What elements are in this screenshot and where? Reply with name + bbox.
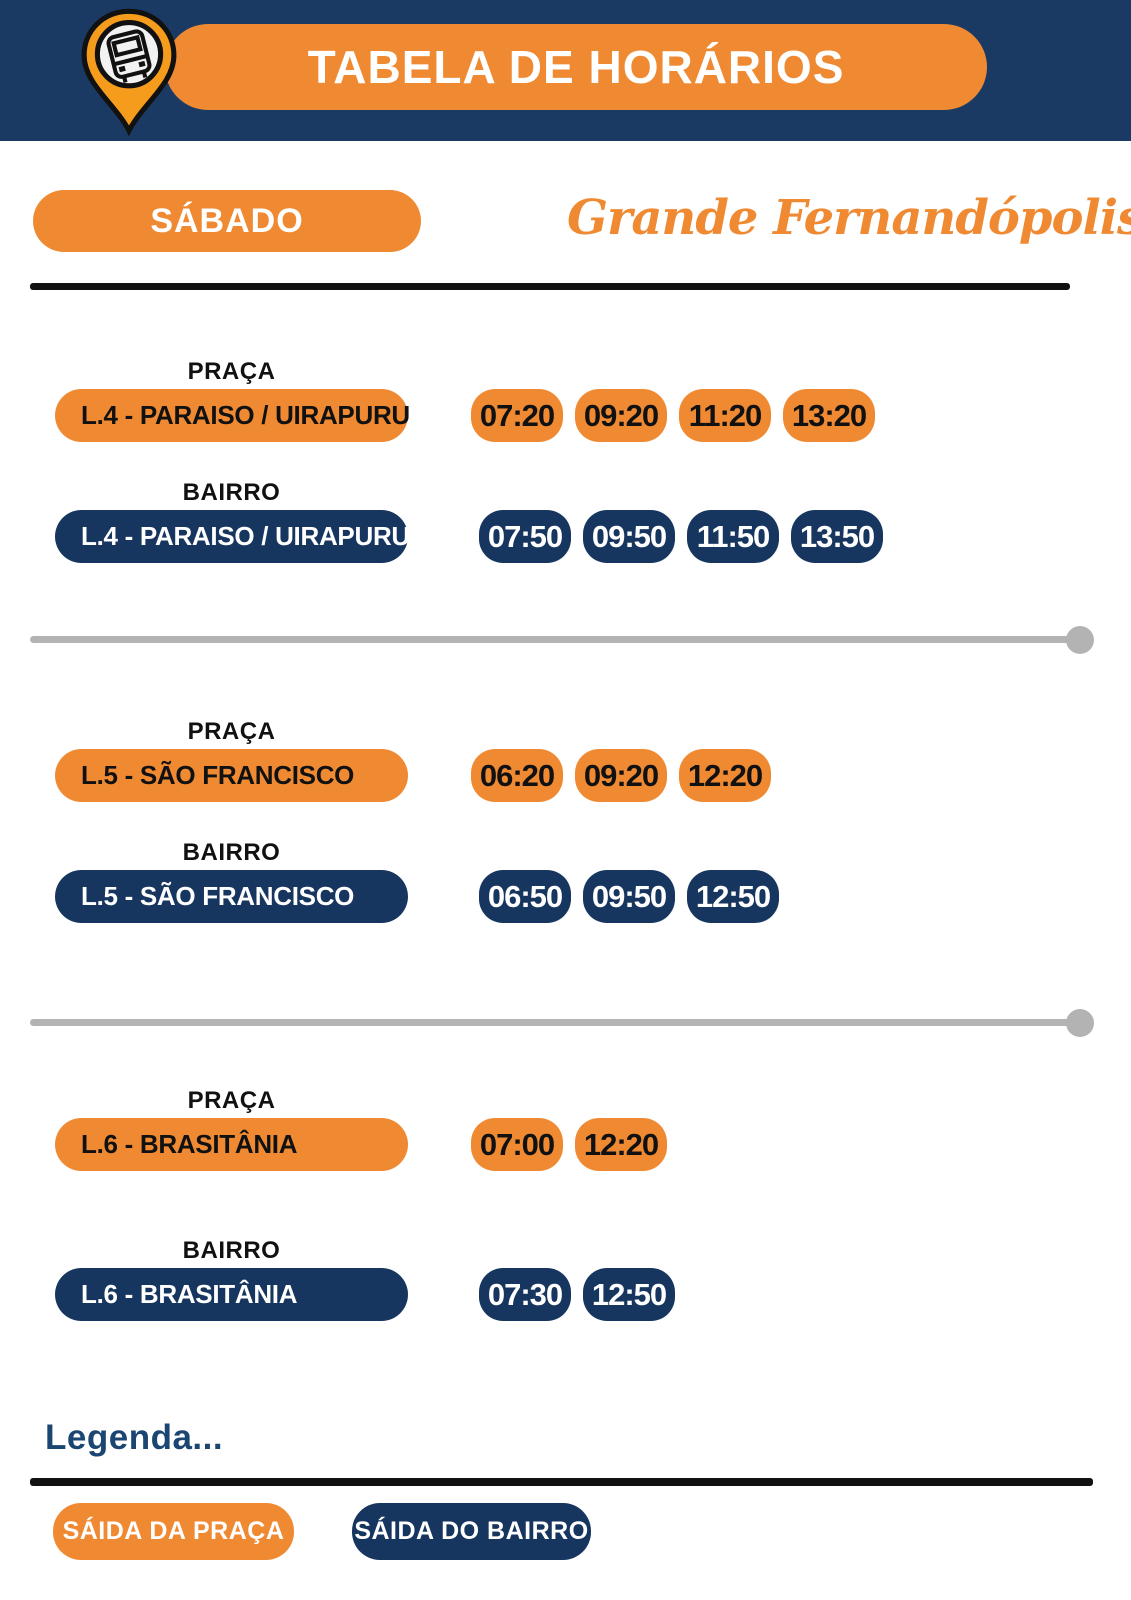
schedule-row-l5-praca: PRAÇA L.5 - SÃO FRANCISCO 06:20 09:20 12… <box>55 719 771 802</box>
section-divider <box>30 1019 1070 1026</box>
times-group: 07:00 12:20 <box>471 1118 667 1171</box>
time-pill: 12:50 <box>583 1268 675 1321</box>
day-badge: SÁBADO <box>33 190 421 252</box>
time-pill: 12:50 <box>687 870 779 923</box>
origin-label: PRAÇA <box>187 1087 276 1114</box>
time-pill: 07:20 <box>471 389 563 442</box>
schedule-row-l4-bairro: BAIRRO L.4 - PARAISO / UIRAPURU 07:50 09… <box>55 480 883 563</box>
schedule-row-l6-praca: PRAÇA L.6 - BRASITÂNIA 07:00 12:20 <box>55 1088 667 1171</box>
route-label: L.5 - SÃO FRANCISCO <box>81 760 355 790</box>
origin-label: BAIRRO <box>182 479 281 506</box>
times-group: 07:30 12:50 <box>479 1268 675 1321</box>
brand-logo: Grande Fernandópolis <box>567 190 1131 246</box>
time-pill: 06:20 <box>471 749 563 802</box>
time-pill: 09:50 <box>583 510 675 563</box>
section-divider-dot <box>1066 626 1094 654</box>
origin-label: PRAÇA <box>187 358 276 385</box>
time-pill: 09:50 <box>583 870 675 923</box>
schedule-row-l5-bairro: BAIRRO L.5 - SÃO FRANCISCO 06:50 09:50 1… <box>55 840 779 923</box>
route-pill: L.5 - SÃO FRANCISCO <box>55 749 408 802</box>
origin-label: BAIRRO <box>182 839 281 866</box>
legend-praca-pill: SÁIDA DA PRAÇA <box>53 1503 294 1560</box>
time-pill: 09:20 <box>575 389 667 442</box>
time-pill: 12:20 <box>679 749 771 802</box>
route-label: L.4 - PARAISO / UIRAPURU <box>81 400 410 430</box>
schedule-row-l4-praca: PRAÇA L.4 - PARAISO / UIRAPURU 07:20 09:… <box>55 359 875 442</box>
time-pill: 07:50 <box>479 510 571 563</box>
route-label: L.6 - BRASITÂNIA <box>81 1129 298 1159</box>
route-label: L.4 - PARAISO / UIRAPURU <box>81 521 410 551</box>
times-group: 07:20 09:20 11:20 13:20 <box>471 389 875 442</box>
route-pill: L.6 - BRASITÂNIA <box>55 1118 408 1171</box>
time-pill: 13:50 <box>791 510 883 563</box>
schedule-row-l6-bairro: BAIRRO L.6 - BRASITÂNIA 07:30 12:50 <box>55 1238 675 1321</box>
time-pill: 12:20 <box>575 1118 667 1171</box>
title-pill: TABELA DE HORÁRIOS <box>165 24 987 110</box>
section-divider-dot <box>1066 1009 1094 1037</box>
time-pill: 06:50 <box>479 870 571 923</box>
time-pill: 13:20 <box>783 389 875 442</box>
header-rule <box>30 283 1070 290</box>
header-band: TABELA DE HORÁRIOS <box>0 0 1131 141</box>
time-pill: 11:50 <box>687 510 779 563</box>
route-pill: L.6 - BRASITÂNIA <box>55 1268 408 1321</box>
legend-title: Legenda... <box>45 1418 224 1457</box>
bus-pin-icon <box>78 6 180 137</box>
route-label: L.6 - BRASITÂNIA <box>81 1279 298 1309</box>
time-pill: 09:20 <box>575 749 667 802</box>
times-group: 07:50 09:50 11:50 13:50 <box>479 510 883 563</box>
legend-rule <box>30 1478 1093 1486</box>
route-pill: L.4 - PARAISO / UIRAPURU <box>55 510 410 563</box>
route-label: L.5 - SÃO FRANCISCO <box>81 881 355 911</box>
day-badge-label: SÁBADO <box>150 201 304 240</box>
legend-bairro-pill: SÁIDA DO BAIRRO <box>352 1503 591 1560</box>
time-pill: 07:30 <box>479 1268 571 1321</box>
time-pill: 07:00 <box>471 1118 563 1171</box>
times-group: 06:20 09:20 12:20 <box>471 749 771 802</box>
route-pill: L.4 - PARAISO / UIRAPURU <box>55 389 410 442</box>
origin-label: BAIRRO <box>182 1237 281 1264</box>
route-pill: L.5 - SÃO FRANCISCO <box>55 870 408 923</box>
section-divider <box>30 636 1070 643</box>
origin-label: PRAÇA <box>187 718 276 745</box>
time-pill: 11:20 <box>679 389 771 442</box>
page-title: TABELA DE HORÁRIOS <box>307 41 845 93</box>
times-group: 06:50 09:50 12:50 <box>479 870 779 923</box>
